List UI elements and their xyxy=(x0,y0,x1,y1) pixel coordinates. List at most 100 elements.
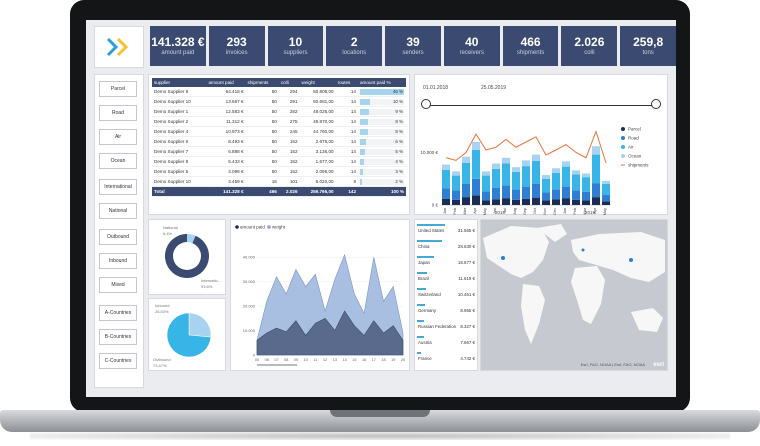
bar-air xyxy=(492,168,500,188)
table-row[interactable]: Demo Supplier 9 64.418 €50 294 50.808,00 14 4… xyxy=(152,87,406,97)
country-name: Switzerland xyxy=(418,292,441,297)
monthly-shipments-chart: 10.000 € 0 € Jan Feb Mar Apr May Jun Jul Aug Sep Oc… xyxy=(420,127,649,216)
slicer-parcel[interactable]: Parcel xyxy=(99,81,137,97)
table-row[interactable]: Demo Supplier 1 12.583 €50 282 48.025,00 14 9… xyxy=(152,106,406,117)
total-routes: 142 xyxy=(335,186,358,197)
world-map-panel[interactable]: Esri, FAO, NOAA | Esri, FAO, NOAA esri xyxy=(480,219,668,371)
slicer-inbound[interactable]: Inbound xyxy=(99,253,137,269)
cell-routes: 8 xyxy=(335,176,358,187)
slicer-international[interactable]: International xyxy=(99,179,137,195)
country-item[interactable]: China 28.630 € xyxy=(417,240,477,254)
table-row[interactable]: Demo Supplier 7 6.888 €50 152 3.136,00 14 5 % xyxy=(152,146,406,157)
slicer-bcountries[interactable]: B-Countries xyxy=(99,329,137,345)
x-tick-label: Dec xyxy=(553,208,557,215)
kpi-label: suppliers xyxy=(283,49,308,56)
cell-weight: 3.136,00 xyxy=(299,146,336,157)
country-item[interactable]: United States 31.565 € xyxy=(417,224,477,238)
pct-label: 46 % xyxy=(392,88,403,94)
table-row[interactable]: Demo Supplier 5 4.098 €50 152 2.096,00 14 3 % xyxy=(152,166,406,177)
slicer-mixed[interactable]: Mixed xyxy=(99,277,137,293)
column-header[interactable]: amount paid xyxy=(206,78,246,87)
cell-pct: 9 % xyxy=(358,106,406,117)
bar-ocean xyxy=(442,164,450,170)
date-end: 25.05.2019 xyxy=(481,85,507,91)
country-item[interactable]: Germany 8.955 € xyxy=(417,304,477,318)
bar-road xyxy=(562,186,570,199)
kpi-label: senders xyxy=(402,49,424,56)
bar-air xyxy=(562,166,570,187)
country-value: 28.630 € xyxy=(457,244,475,249)
amount-paid-area xyxy=(256,310,404,356)
table-row[interactable]: Demo Supplier 10 3.459 €16 101 5.020,00 8 2 % xyxy=(152,176,406,187)
table-row[interactable]: Demo Supplier 4 10.973 €50 245 44.760,00 14 8… xyxy=(152,126,406,137)
column-header[interactable]: supplier xyxy=(152,78,207,87)
kpi-label: shipments xyxy=(516,49,545,56)
bar-air xyxy=(572,174,580,191)
slicer-national[interactable]: National xyxy=(99,203,137,219)
x-tick-label: Feb xyxy=(453,208,457,215)
pct-label: 10 % xyxy=(392,98,403,104)
greenland-shape xyxy=(537,224,567,242)
x-tick-label: Feb xyxy=(573,208,577,215)
date-range-handle-start[interactable] xyxy=(421,99,431,109)
cell-colli: 152 xyxy=(278,146,300,157)
country-bar xyxy=(417,288,427,290)
total-pct: 100 % xyxy=(358,186,406,197)
table-row[interactable]: Demo Supplier 8 5.433 €50 152 1.677,00 14 4 % xyxy=(152,156,406,167)
x-tick-label: 15 xyxy=(352,358,356,362)
bar-parcel xyxy=(542,200,550,205)
pct-label: 8 % xyxy=(395,128,403,134)
pct-label: 9 % xyxy=(395,108,403,114)
slicer-outbound[interactable]: Outbound xyxy=(99,229,137,245)
cell-routes: 14 xyxy=(335,116,358,127)
country-name: United States xyxy=(418,228,445,233)
pct-label: 2 % xyxy=(395,178,403,184)
total-weight: 259.766,00 xyxy=(299,186,336,197)
country-item[interactable]: Brazil 11.619 € xyxy=(417,272,477,286)
table-row[interactable]: Demo Supplier 10 13.667 €50 291 50.681,00 14… xyxy=(152,96,406,107)
bar-air xyxy=(472,149,480,179)
column-header[interactable]: weight xyxy=(299,78,336,87)
x-tick-label: May xyxy=(603,208,607,215)
country-name: China xyxy=(418,244,430,249)
table-row[interactable]: Demo Supplier 2 11.312 €50 275 49.870,00 14 8… xyxy=(152,116,406,127)
column-header[interactable]: shipments xyxy=(245,78,279,87)
world-map[interactable] xyxy=(481,220,667,370)
laptop-notch xyxy=(330,410,430,417)
date-range-track[interactable] xyxy=(427,105,655,106)
cell-colli: 282 xyxy=(278,106,300,117)
column-header[interactable]: colli xyxy=(278,78,300,87)
country-item[interactable]: Austria 7.667 € xyxy=(417,336,477,350)
bar-road xyxy=(492,187,500,200)
scrollbar[interactable] xyxy=(257,364,297,366)
bar-parcel xyxy=(592,197,600,205)
column-header[interactable]: amount paid % xyxy=(358,78,406,87)
slicer-air[interactable]: Air xyxy=(99,129,137,145)
cell-weight: 49.870,00 xyxy=(299,116,336,127)
date-range-handle-end[interactable] xyxy=(651,99,661,109)
total-colli: 2.026 xyxy=(278,186,300,197)
bar-ocean xyxy=(502,157,510,164)
country-bar xyxy=(417,240,443,242)
bar-air xyxy=(452,175,460,191)
cell-colli: 152 xyxy=(278,166,300,177)
pct-bar-fill xyxy=(360,178,362,185)
slicer-ccountries[interactable]: C-Countries xyxy=(99,353,137,369)
cell-pct: 8 % xyxy=(358,126,406,137)
country-item[interactable]: Russian Federation 8.327 € xyxy=(417,320,477,334)
country-item[interactable]: Japan 18.677 € xyxy=(417,256,477,270)
map-attribution: Esri, FAO, NOAA | Esri, FAO, NOAA xyxy=(580,362,645,367)
slicer-ocean[interactable]: Ocean xyxy=(99,153,137,169)
x-tick-label: 06 xyxy=(265,358,269,362)
slicer-acountries[interactable]: A-Countries xyxy=(99,305,137,321)
slicer-road[interactable]: Road xyxy=(99,105,137,121)
bar-parcel xyxy=(452,199,460,205)
country-bar xyxy=(417,272,428,274)
country-item[interactable]: France 4.742 € xyxy=(417,352,477,366)
country-item[interactable]: Switzerland 10.461 € xyxy=(417,288,477,302)
bar-road xyxy=(602,195,610,202)
table-row[interactable]: Demo Supplier 6 8.493 €50 152 2.675,00 14 6 % xyxy=(152,136,406,147)
column-header[interactable]: routes xyxy=(335,78,358,87)
country-value: 18.677 € xyxy=(457,260,475,265)
